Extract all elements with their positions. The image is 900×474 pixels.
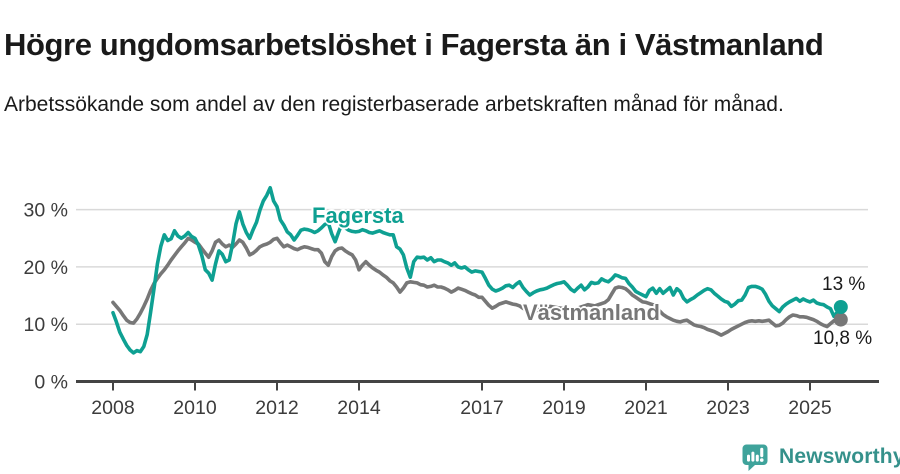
end-value-label-vastmanland: 10,8 % (813, 328, 873, 349)
logo-exclamation-stem (760, 447, 764, 458)
y-axis-label-10: 10 % (24, 314, 68, 336)
end-dot-fagersta (833, 300, 848, 314)
x-axis-label-2017: 2017 (460, 397, 503, 419)
series-line-västmanland (111, 236, 843, 337)
y-axis-label-0: 0 % (34, 372, 68, 394)
y-axis-label-20: 20 % (24, 257, 68, 279)
series-label-fagersta: Fagersta (312, 203, 404, 228)
x-axis-label-2014: 2014 (337, 397, 381, 419)
x-axis-label-2008: 2008 (91, 397, 134, 419)
newsworthy-logo-icon (742, 444, 768, 471)
x-axis-label-2021: 2021 (624, 397, 667, 419)
end-dot-västmanland (833, 312, 848, 327)
end-value-label-fagersta: 13 % (822, 274, 866, 295)
logo-bar-3 (755, 454, 759, 462)
logo-bar-2 (751, 451, 755, 462)
chart-title: Högre ungdomsarbetslöshet i Fagersta än … (4, 26, 824, 62)
x-axis-label-2012: 2012 (255, 397, 298, 419)
x-axis-label-2019: 2019 (542, 397, 585, 419)
newsworthy-brand-name: Newsworthy (779, 445, 900, 468)
x-axis-label-2023: 2023 (706, 397, 749, 419)
chart-subtitle: Arbetssökande som andel av den registerb… (4, 93, 784, 116)
x-axis-label-2010: 2010 (173, 397, 217, 419)
y-axis-label-30: 30 % (24, 200, 68, 222)
series-label-vastmanland: Västmanland (523, 300, 660, 325)
x-axis-label-2025: 2025 (788, 397, 832, 419)
logo-bar-1 (747, 454, 750, 462)
logo-exclamation-dot (759, 458, 764, 462)
newsworthy-logo: Newsworthy (740, 441, 900, 473)
series-line-fagersta (111, 186, 843, 355)
speech-bubble-shape (742, 444, 768, 471)
